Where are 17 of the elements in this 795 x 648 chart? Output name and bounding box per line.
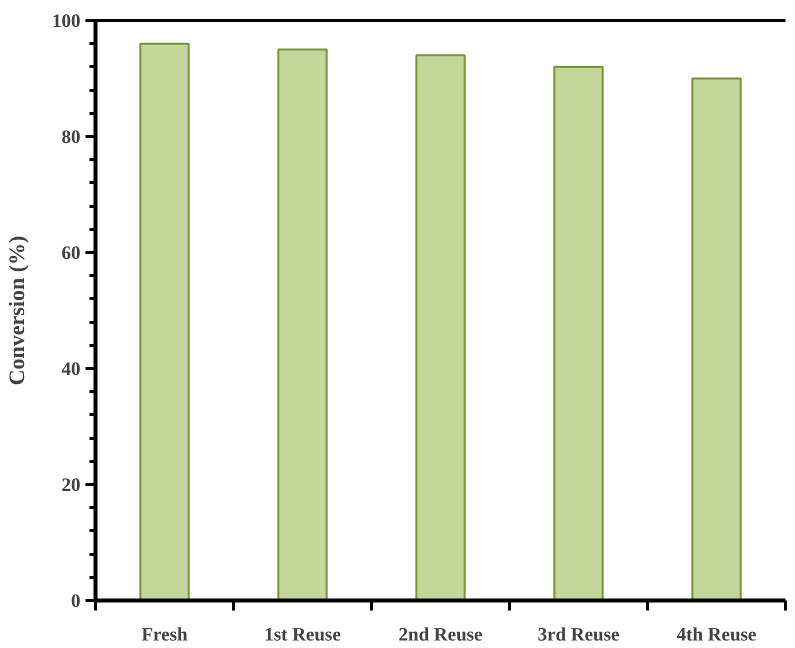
x-tick-label: Fresh <box>141 624 188 646</box>
x-tick-label: 4th Reuse <box>676 624 756 646</box>
x-tick-label: 2nd Reuse <box>398 624 482 646</box>
bar <box>277 48 328 600</box>
bar <box>139 42 190 600</box>
y-tick-label: 40 <box>62 359 80 380</box>
x-tick-label: 1st Reuse <box>264 624 341 646</box>
y-tick-label: 0 <box>71 591 80 612</box>
bar <box>415 54 466 600</box>
y-tick-label: 20 <box>62 475 80 496</box>
bar <box>691 78 742 600</box>
y-axis-title: Conversion (%) <box>4 236 29 386</box>
bar <box>553 66 604 600</box>
y-tick-label: 60 <box>62 243 80 264</box>
x-tick-label: 3rd Reuse <box>538 624 620 646</box>
y-tick-label: 80 <box>62 127 80 148</box>
y-tick-label: 100 <box>52 11 80 32</box>
